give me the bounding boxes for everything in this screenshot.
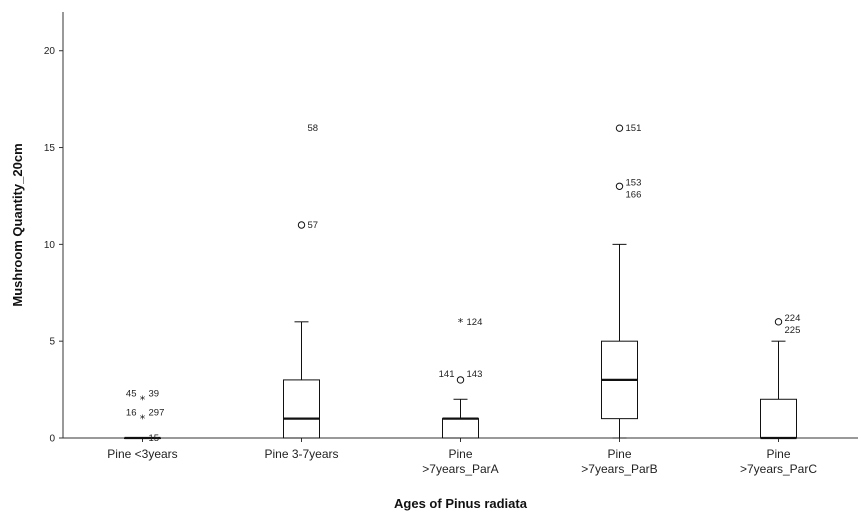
y-tick-label: 5 [49, 337, 55, 348]
y-axis-title: Mushroom Quantity_20cm [10, 143, 25, 306]
outlier-circle [615, 124, 624, 132]
outlier-circle [774, 318, 783, 326]
x-tick-label: >7years_ParB [581, 462, 657, 476]
box [442, 418, 479, 439]
x-tick-label: Pine 3-7years [264, 447, 338, 461]
x-tick-label: Pine [766, 447, 790, 461]
box [283, 379, 320, 439]
box-group: * 124 141 143 [439, 316, 483, 439]
outlier-label: 166 [626, 189, 642, 200]
x-tick-label: >7years_ParA [422, 462, 498, 476]
outlier-star: * [458, 316, 464, 329]
outlier-label: 225 [785, 325, 801, 336]
outlier-circle [615, 182, 624, 190]
y-tick-label: 0 [49, 434, 55, 445]
outlier-label: 141 [439, 369, 455, 380]
outlier-label: 153 [626, 177, 642, 188]
outlier-label: 297 [149, 408, 165, 419]
outlier-label: 58 [308, 123, 319, 134]
y-tick-label: 15 [44, 143, 56, 154]
x-tick-label: Pine [448, 447, 472, 461]
outlier-label: 224 [785, 313, 801, 324]
x-tick-label: >7years_ParC [740, 462, 817, 476]
outlier-label: 124 [467, 317, 483, 328]
outlier-label: 143 [467, 369, 483, 380]
box [760, 398, 797, 439]
x-tick-label: Pine <3years [107, 447, 177, 461]
y-tick-label: 20 [44, 46, 56, 57]
outlier-circle [456, 376, 465, 384]
x-axis-title: Ages of Pinus radiata [394, 496, 528, 511]
outlier-label: 151 [626, 123, 642, 134]
outlier-circle [297, 221, 306, 229]
box-group: 58 57 [283, 123, 320, 439]
outlier-label: 15 [149, 433, 160, 444]
x-tick-label: Pine [607, 447, 631, 461]
outlier-star: * [140, 413, 146, 426]
outlier-label: 16 [126, 408, 137, 419]
outlier-label: 45 [126, 388, 137, 399]
y-tick-label: 10 [44, 240, 56, 251]
outlier-label: 39 [149, 388, 160, 399]
outlier-star: * [140, 393, 146, 406]
outlier-label: 57 [308, 220, 319, 231]
